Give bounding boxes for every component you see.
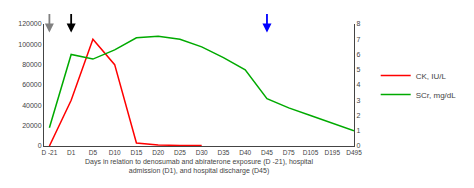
svg-text:D45: D45 <box>261 149 273 156</box>
svg-text:SCr, mg/dL: SCr, mg/dL <box>416 91 457 100</box>
svg-text:D35: D35 <box>217 149 229 156</box>
svg-text:CK, IU/L: CK, IU/L <box>416 72 447 81</box>
svg-text:1: 1 <box>356 127 360 134</box>
svg-text:Days in relation to denosumab: Days in relation to denosumab and abirat… <box>85 158 313 175</box>
svg-text:D10: D10 <box>109 149 121 156</box>
svg-text:7: 7 <box>356 36 360 43</box>
svg-text:100000: 100000 <box>18 41 41 48</box>
svg-text:0: 0 <box>356 142 360 149</box>
svg-text:D15: D15 <box>130 149 142 156</box>
svg-text:2: 2 <box>356 112 360 119</box>
svg-text:D25: D25 <box>174 149 186 156</box>
svg-text:6: 6 <box>356 51 360 58</box>
svg-text:D30: D30 <box>196 149 208 156</box>
svg-text:D1: D1 <box>67 149 76 156</box>
svg-text:D40: D40 <box>239 149 251 156</box>
svg-text:D5: D5 <box>89 149 98 156</box>
svg-text:60000: 60000 <box>22 81 42 88</box>
svg-text:120000: 120000 <box>18 20 41 27</box>
svg-text:D105: D105 <box>303 149 319 156</box>
svg-text:D495: D495 <box>346 149 362 156</box>
svg-text:0: 0 <box>38 142 42 149</box>
svg-text:40000: 40000 <box>22 102 42 109</box>
svg-text:3: 3 <box>356 97 360 104</box>
svg-text:D20: D20 <box>152 149 164 156</box>
svg-text:8: 8 <box>356 20 360 27</box>
svg-text:D75: D75 <box>283 149 295 156</box>
svg-text:20000: 20000 <box>22 122 42 129</box>
svg-text:D195: D195 <box>324 149 340 156</box>
svg-text:80000: 80000 <box>22 61 42 68</box>
svg-text:D -21: D -21 <box>41 149 57 156</box>
svg-text:4: 4 <box>356 81 360 88</box>
svg-text:5: 5 <box>356 66 360 73</box>
